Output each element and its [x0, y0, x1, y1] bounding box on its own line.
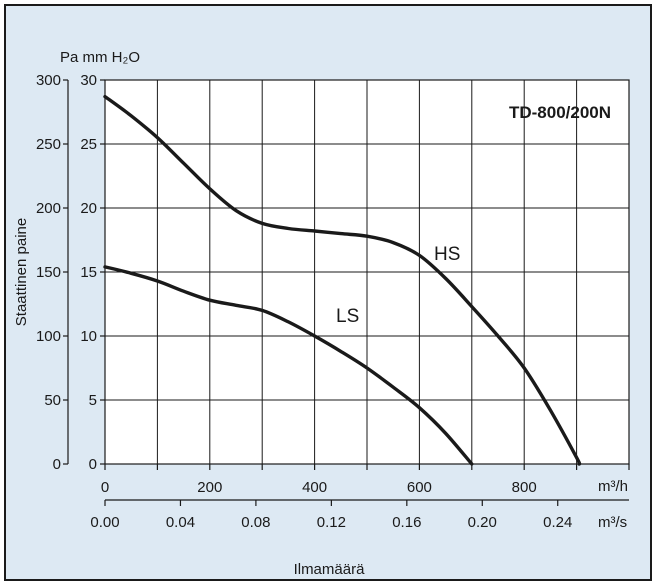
series-label-hs: HS [434, 244, 460, 265]
x-tick-label: 400 [302, 479, 327, 496]
pa-tick-label: 0 [53, 456, 61, 473]
series-line-hs [103, 94, 582, 466]
mmh2o-tick-label: 5 [89, 392, 97, 409]
y-unit-header: Pa mm H₂O [60, 49, 140, 66]
mmh2o-tick-label: 30 [80, 72, 97, 89]
pa-tick-label: 300 [36, 72, 61, 89]
pa-tick-label: 250 [36, 136, 61, 153]
labels: HS LS TD-800/200N Pa mm H₂O Staattinen paine… [13, 49, 611, 578]
x-tick-label: 200 [197, 479, 222, 496]
mmh2o-tick-label: 25 [80, 136, 97, 153]
x-axis-label: Ilmamäärä [294, 561, 366, 578]
secondary-tick-label: 0.16 [392, 514, 421, 531]
pa-tick-label: 100 [36, 328, 61, 345]
x-tick-label: 800 [512, 479, 537, 496]
secondary-tick-label: 0.20 [468, 514, 497, 531]
mmh2o-tick-label: 0 [89, 456, 97, 473]
mmh2o-tick-label: 15 [80, 264, 97, 281]
series-label-ls: LS [336, 306, 359, 327]
pa-tick-label: 200 [36, 200, 61, 217]
curves [103, 94, 582, 466]
secondary-tick-label: 0.12 [317, 514, 346, 531]
secondary-tick-label: 0.00 [90, 514, 119, 531]
secondary-tick-label: 0.24 [543, 514, 572, 531]
mmh2o-tick-label: 20 [80, 200, 97, 217]
secondary-tick-label: 0.08 [241, 514, 270, 531]
pa-tick-label: 150 [36, 264, 61, 281]
pa-tick-label: 50 [44, 392, 61, 409]
grid-lines [104, 79, 630, 465]
mmh2o-tick-label: 10 [80, 328, 97, 345]
series-line-ls [103, 265, 474, 466]
y-axis-label: Staattinen paine [13, 218, 30, 326]
x-tick-label: 0 [101, 479, 109, 496]
secondary-tick-label: 0.04 [166, 514, 195, 531]
chart-title: TD-800/200N [509, 103, 611, 122]
x-unit-secondary: m³/s [598, 514, 627, 531]
x-unit-primary: m³/h [598, 478, 628, 495]
x-tick-label: 600 [407, 479, 432, 496]
